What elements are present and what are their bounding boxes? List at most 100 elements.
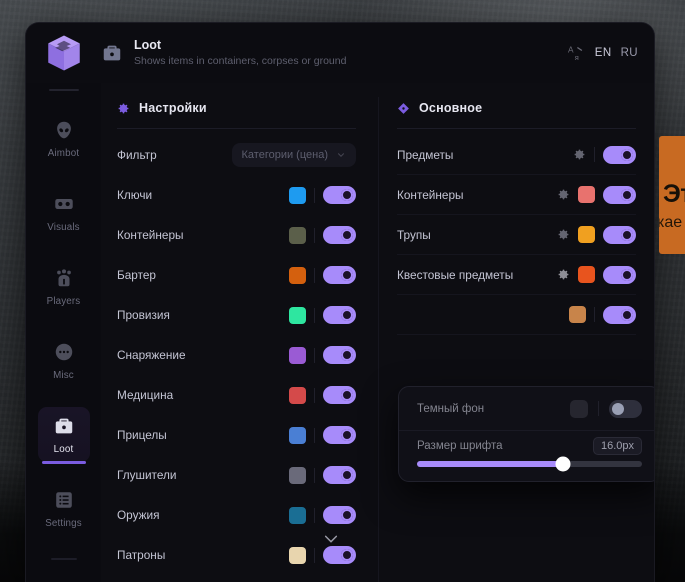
- sidebar-item-aimbot[interactable]: Aimbot: [38, 111, 90, 166]
- chevron-down-icon[interactable]: [323, 534, 339, 544]
- row-separator: [594, 147, 595, 162]
- sidebar-item-players[interactable]: Players: [38, 259, 90, 314]
- orange-notification-strip: Эт кае: [659, 136, 685, 254]
- main-row-toggle[interactable]: [603, 145, 636, 164]
- color-swatch[interactable]: [289, 506, 306, 524]
- app-header: Loot Shows items in containers, corpses …: [26, 23, 654, 83]
- sidebar-divider: [48, 89, 79, 91]
- cube-logo-icon: [47, 35, 80, 71]
- lang-ru-button[interactable]: RU: [620, 47, 638, 59]
- main-row-toggle[interactable]: [603, 185, 636, 204]
- category-label: Патроны: [117, 548, 166, 562]
- main-row-toggle[interactable]: [603, 305, 636, 324]
- header-title-block: Loot Shows items in containers, corpses …: [101, 37, 568, 68]
- dark-background-toggle[interactable]: [609, 399, 642, 418]
- category-row: Бартер: [117, 255, 356, 295]
- color-swatch[interactable]: [569, 306, 586, 323]
- category-label: Медицина: [117, 388, 174, 402]
- category-label: Глушители: [117, 468, 177, 482]
- color-swatch[interactable]: [578, 226, 595, 243]
- font-size-slider[interactable]: [417, 456, 642, 472]
- gear-icon[interactable]: [557, 228, 570, 241]
- lang-en-button[interactable]: EN: [594, 47, 612, 59]
- content-area: Настройки Фильтр Категории (цена) Ключи: [101, 83, 654, 582]
- category-toggle[interactable]: [323, 186, 356, 204]
- sidebar-item-settings[interactable]: Settings: [38, 481, 90, 536]
- sidebar-item-visuals[interactable]: Visuals: [38, 185, 90, 240]
- column-divider: [378, 97, 379, 582]
- category-toggle[interactable]: [323, 306, 356, 324]
- app-window: Loot Shows items in containers, corpses …: [25, 22, 655, 582]
- color-swatch[interactable]: [289, 546, 306, 564]
- category-toggle[interactable]: [323, 546, 356, 564]
- gear-icon[interactable]: [557, 268, 570, 281]
- language-switcher[interactable]: A я EN RU: [568, 44, 638, 62]
- logo-cell: [26, 32, 101, 74]
- people-group-icon: [56, 269, 71, 287]
- dots-circle-icon: [55, 343, 72, 361]
- row-separator: [314, 547, 315, 563]
- color-swatch[interactable]: [289, 226, 306, 244]
- page-subtitle: Shows items in containers, corpses or gr…: [134, 55, 347, 68]
- main-row: Квестовые предметы: [397, 255, 636, 295]
- settings-section-header: Настройки: [117, 101, 356, 115]
- font-size-label: Размер шрифта: [417, 440, 503, 452]
- category-toggle[interactable]: [323, 226, 356, 244]
- category-toggle[interactable]: [323, 266, 356, 284]
- row-separator: [314, 227, 315, 243]
- color-swatch[interactable]: [289, 386, 306, 404]
- category-toggle[interactable]: [323, 426, 356, 444]
- gear-icon[interactable]: [573, 148, 586, 161]
- main-column: Основное Предметы Контейнеры: [379, 83, 654, 582]
- row-separator: [314, 267, 315, 283]
- color-swatch[interactable]: [289, 426, 306, 444]
- orange-strip-line1: Эт: [663, 180, 685, 208]
- slider-thumb[interactable]: [555, 456, 571, 472]
- filter-dropdown[interactable]: Категории (цена): [231, 143, 356, 167]
- settings-column: Настройки Фильтр Категории (цена) Ключи: [101, 83, 378, 582]
- category-row: Прицелы: [117, 415, 356, 455]
- filter-label: Фильтр: [117, 148, 157, 162]
- color-swatch[interactable]: [289, 466, 306, 484]
- main-section-title: Основное: [419, 101, 483, 115]
- color-swatch[interactable]: [578, 266, 595, 283]
- sidebar-item-label: Players: [46, 296, 81, 307]
- row-separator: [314, 187, 315, 203]
- category-label: Ключи: [117, 188, 153, 202]
- appearance-popup: Темный фон Размер шрифта 16.0px: [398, 386, 654, 482]
- chevron-down-icon: [337, 153, 345, 157]
- color-swatch[interactable]: [289, 346, 306, 364]
- category-row: Патроны: [117, 535, 356, 575]
- filter-dropdown-value: Категории (цена): [241, 149, 328, 161]
- category-row: Оружия: [117, 495, 356, 535]
- color-swatch[interactable]: [578, 186, 595, 203]
- category-label: Контейнеры: [117, 228, 184, 242]
- category-toggle[interactable]: [323, 386, 356, 404]
- category-row: Ключи: [117, 175, 356, 215]
- translate-icon: A я: [568, 45, 583, 62]
- main-row-toggle[interactable]: [603, 225, 636, 244]
- row-separator: [314, 507, 315, 523]
- color-swatch[interactable]: [570, 399, 588, 418]
- list-card-icon: [55, 492, 72, 508]
- category-row: Провизия: [117, 295, 356, 335]
- color-swatch[interactable]: [289, 266, 306, 284]
- row-separator: [314, 387, 315, 403]
- gear-icon[interactable]: [557, 188, 570, 201]
- row-separator: [314, 347, 315, 363]
- color-swatch[interactable]: [289, 306, 306, 324]
- sidebar-item-misc[interactable]: Misc: [38, 333, 90, 388]
- category-toggle[interactable]: [323, 346, 356, 364]
- diamond-info-icon: [398, 102, 409, 114]
- row-separator: [594, 307, 595, 322]
- main-row: [397, 295, 636, 335]
- main-row-toggle[interactable]: [603, 265, 636, 284]
- category-toggle[interactable]: [323, 466, 356, 484]
- category-toggle[interactable]: [323, 506, 356, 524]
- main-row-label: Контейнеры: [397, 187, 464, 202]
- color-swatch[interactable]: [289, 186, 306, 204]
- row-separator: [598, 401, 599, 416]
- goggles-icon: [54, 198, 73, 210]
- sidebar-item-loot[interactable]: Loot: [37, 407, 90, 464]
- sidebar-item-label: Aimbot: [47, 148, 80, 159]
